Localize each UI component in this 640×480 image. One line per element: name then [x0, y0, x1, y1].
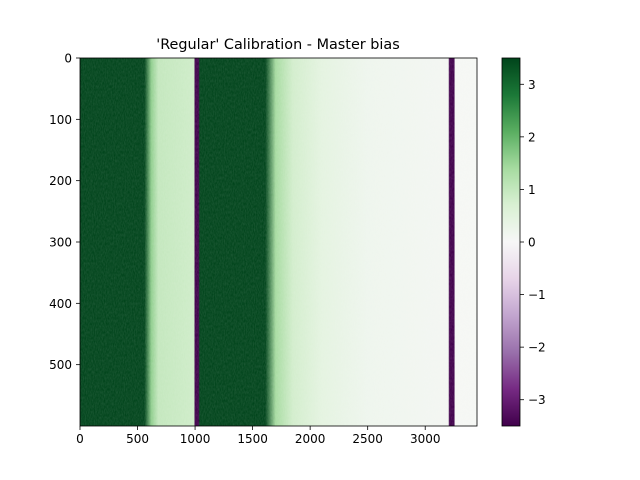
x-tick-label: 1500	[237, 432, 268, 446]
colorbar-tick-label: 1	[528, 183, 536, 197]
colorbar-tick-label: 0	[528, 236, 536, 250]
y-tick-label: 400	[49, 297, 72, 311]
heatmap-image	[80, 58, 477, 426]
y-tick-label: 500	[49, 358, 72, 372]
x-tick-label: 0	[76, 432, 84, 446]
colorbar-tick-label: −2	[528, 341, 546, 355]
x-tick-label: 2500	[352, 432, 383, 446]
y-tick-label: 100	[49, 113, 72, 127]
y-tick-label: 300	[49, 236, 72, 250]
colorbar-tick-label: 3	[528, 78, 536, 92]
x-tick-label: 3000	[410, 432, 441, 446]
colorbar: 3 2 1 0 −1 −2 −3	[501, 57, 546, 427]
x-tick-label: 2000	[295, 432, 326, 446]
colorbar-axis: 3 2 1 0 −1 −2 −3	[520, 78, 546, 407]
colorbar-tick-label: 2	[528, 130, 536, 144]
x-axis: 0 500 1000 1500 2000 2500 3000	[76, 426, 440, 446]
x-tick-label: 500	[126, 432, 149, 446]
x-tick-label: 1000	[180, 432, 211, 446]
y-axis: 0 100 200 300 400 500	[49, 52, 80, 372]
y-tick-label: 0	[64, 52, 72, 66]
heatmap-noise	[80, 58, 477, 426]
colorbar-fill	[502, 58, 520, 426]
chart-title: 'Regular' Calibration - Master bias	[156, 37, 400, 53]
y-tick-label: 200	[49, 174, 72, 188]
colorbar-tick-label: −3	[528, 393, 546, 407]
colorbar-tick-label: −1	[528, 288, 546, 302]
